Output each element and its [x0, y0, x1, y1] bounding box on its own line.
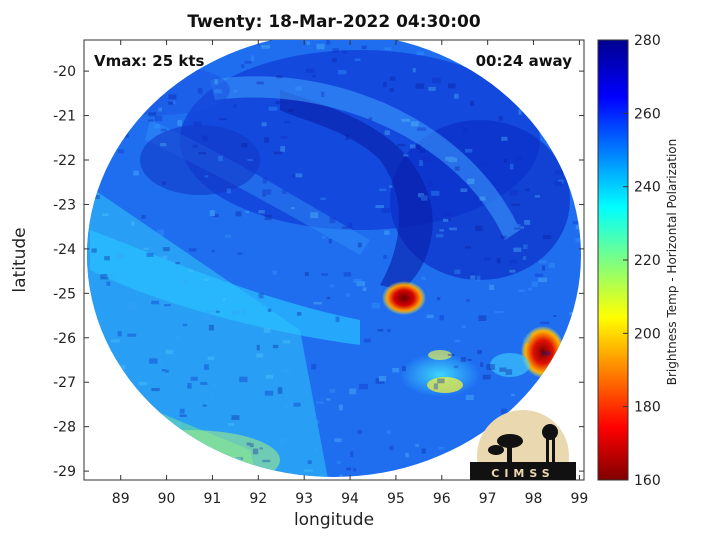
vmax-label: Vmax: 25 kts — [94, 52, 205, 70]
x-tick-label: 91 — [204, 491, 222, 507]
x-tick-label: 95 — [387, 491, 405, 507]
y-tick-label: -27 — [53, 375, 76, 391]
x-tick-label: 93 — [295, 491, 313, 507]
x-tick-label: 94 — [341, 491, 359, 507]
time-offset-label: 00:24 away — [475, 52, 572, 70]
colorbar-tick-label: 260 — [634, 106, 661, 122]
y-tick-label: -21 — [53, 109, 76, 125]
x-axis-label: longitude — [293, 510, 375, 530]
y-axis-label: latitude — [10, 227, 30, 293]
colorbar-tick-label: 240 — [634, 180, 661, 196]
colorbar-tick-label: 220 — [634, 253, 661, 269]
cimss-logo: CIMSS — [470, 410, 576, 480]
x-axis-ticks: 89 90 91 92 93 94 95 96 97 98 99 — [112, 40, 588, 507]
y-tick-label: -22 — [53, 153, 76, 169]
x-tick-label: 90 — [158, 491, 176, 507]
colorbar-label: Brightness Temp - Horizontal Polarizatio… — [665, 138, 679, 386]
x-tick-label: 98 — [525, 491, 543, 507]
x-tick-label: 89 — [112, 491, 130, 507]
y-tick-label: -28 — [53, 420, 76, 436]
y-tick-label: -20 — [53, 64, 76, 80]
y-tick-label: -29 — [53, 464, 76, 480]
x-tick-label: 96 — [433, 491, 451, 507]
colorbar-tick-label: 160 — [634, 473, 661, 489]
y-tick-label: -26 — [53, 331, 76, 347]
x-tick-label: 97 — [479, 491, 497, 507]
logo-text: CIMSS — [491, 467, 554, 480]
cold-core-feature — [382, 281, 426, 315]
y-tick-label: -23 — [53, 197, 76, 213]
y-tick-label: -25 — [53, 286, 76, 302]
colorbar-tick-label: 200 — [634, 326, 661, 342]
x-tick-label: 99 — [570, 491, 588, 507]
y-axis-ticks: -20 -21 -22 -23 -24 -25 -26 -27 -28 -29 — [53, 64, 584, 480]
y-tick-label: -24 — [53, 242, 76, 258]
colorbar-tick-label: 180 — [634, 400, 661, 416]
x-tick-label: 92 — [249, 491, 267, 507]
colorbar-tick-label: 280 — [634, 33, 661, 49]
chart-title: Twenty: 18-Mar-2022 04:30:00 — [187, 12, 481, 32]
colorbar-ticks: 280 260 240 220 200 180 160 — [623, 33, 661, 489]
